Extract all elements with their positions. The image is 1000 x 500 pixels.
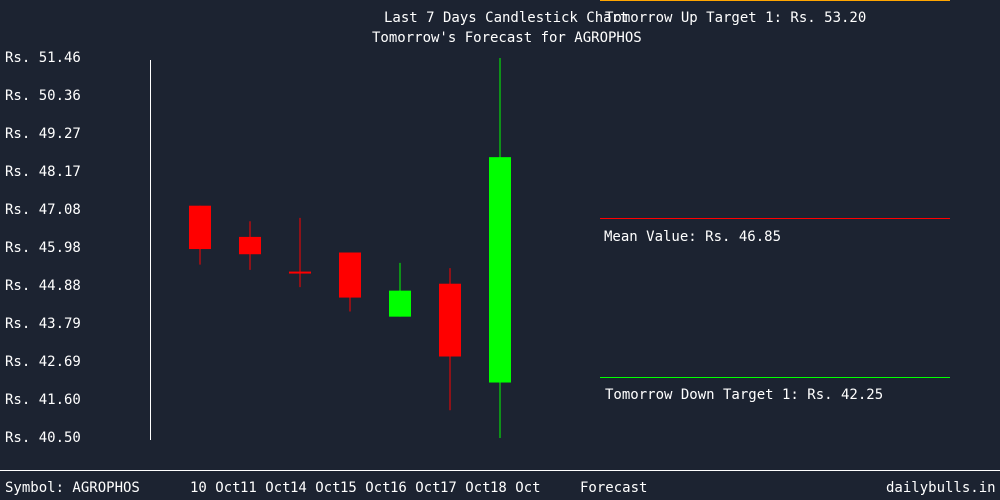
x-tick-label: 16 Oct (390, 480, 441, 496)
y-tick-label: Rs. 45.98 (5, 240, 81, 256)
candle-body (439, 283, 461, 357)
x-tick-label: 11 Oct (240, 480, 291, 496)
y-tick-label: Rs. 51.46 (5, 50, 81, 66)
candle-body (389, 290, 411, 317)
x-tick-label: 15 Oct (340, 480, 391, 496)
up-target-label: Tomorrow Up Target 1: Rs. 53.20 (605, 10, 867, 26)
candle-body (239, 236, 261, 255)
x-tick-label: 17 Oct (440, 480, 491, 496)
chart-title: Last 7 Days Candlestick Chart (384, 10, 629, 26)
mean-value-line (600, 217, 950, 219)
x-tick-label: 14 Oct (290, 480, 341, 496)
candle-body (189, 205, 211, 250)
down-target-line (600, 377, 950, 379)
symbol-label: Symbol: AGROPHOS (5, 480, 140, 496)
x-tick-label: 18 Oct (490, 480, 541, 496)
mean-value-label: Mean Value: Rs. 46.85 (604, 228, 782, 245)
brand-label: dailybulls.in (886, 480, 996, 496)
candle-body (289, 271, 311, 274)
footer-separator (0, 470, 1000, 471)
forecast-label: Forecast (580, 480, 648, 496)
y-tick-label: Rs. 41.60 (5, 392, 81, 408)
y-tick-label: Rs. 48.17 (5, 164, 81, 180)
chart-subtitle: Tomorrow's Forecast for AGROPHOS (372, 30, 642, 46)
up-target-line (600, 0, 950, 1)
y-tick-label: Rs. 43.79 (5, 316, 81, 332)
y-tick-label: Rs. 40.50 (5, 430, 81, 446)
down-target-label: Tomorrow Down Target 1: Rs. 42.25 (605, 387, 884, 404)
candle-body (339, 252, 361, 298)
y-tick-label: Rs. 47.08 (5, 202, 81, 218)
y-tick-label: Rs. 44.88 (5, 278, 81, 294)
y-tick-label: Rs. 42.69 (5, 354, 81, 370)
y-tick-label: Rs. 50.36 (5, 88, 81, 104)
candle-body (489, 157, 511, 383)
y-tick-label: Rs. 49.27 (5, 126, 81, 142)
x-tick-label: 10 Oct (190, 480, 241, 496)
y-axis-line (150, 60, 151, 440)
